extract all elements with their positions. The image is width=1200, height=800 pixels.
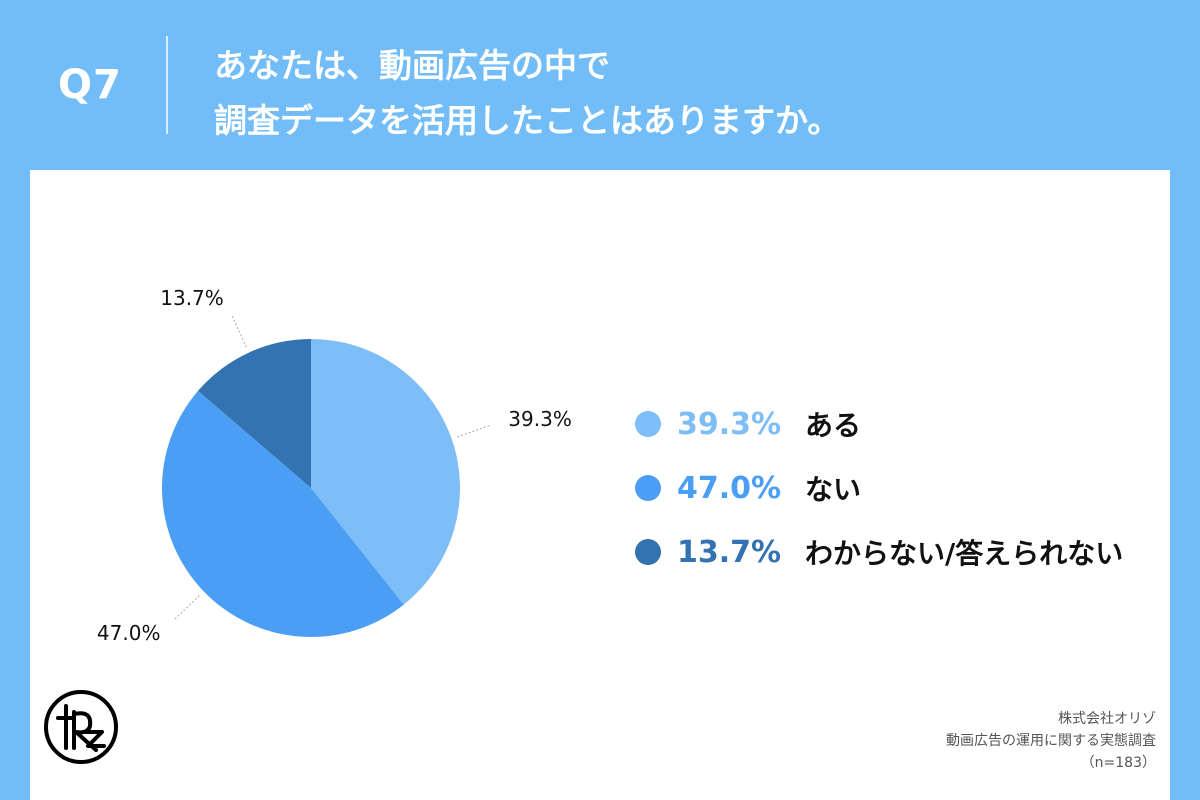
- legend-dot-aru: [635, 411, 661, 437]
- chart-panel: 39.3% 47.0% 13.7% 39.3% ある 47.0% ない 13.7% …: [30, 170, 1170, 800]
- leader-line-nai: [173, 595, 200, 621]
- question-line-1: あなたは、動画広告の中で: [214, 46, 610, 85]
- header-divider: [166, 36, 168, 134]
- legend-label-nai: ない: [805, 473, 862, 506]
- header: Q7 あなたは、動画広告の中で 調査データを活用したことはありますか。: [0, 0, 1200, 170]
- leader-line-aru: [457, 424, 492, 438]
- data-label-nai: 47.0%: [97, 621, 161, 645]
- legend-dot-wakaranai: [635, 539, 661, 565]
- legend-label-aru: ある: [805, 409, 862, 442]
- legend: 39.3% ある 47.0% ない 13.7% わからない/答えられない: [635, 392, 1123, 584]
- pie-slice-wakaranai: [198, 339, 311, 488]
- legend-item-nai: 47.0% ない: [635, 456, 1123, 520]
- leader-line-wakaranai: [230, 314, 247, 348]
- source-sample-size: （n=183）: [1080, 755, 1156, 771]
- legend-label-wakaranai: わからない/答えられない: [805, 537, 1124, 570]
- legend-percent-wakaranai: 13.7%: [677, 534, 782, 570]
- source-company: 株式会社オリゾ: [1058, 711, 1156, 727]
- legend-item-aru: 39.3% ある: [635, 392, 1123, 456]
- question-text: あなたは、動画広告の中で 調査データを活用したことはありますか。: [214, 38, 840, 148]
- legend-percent-nai: 47.0%: [677, 470, 782, 506]
- source-survey: 動画広告の運用に関する実態調査: [946, 733, 1156, 749]
- legend-percent-aru: 39.3%: [677, 406, 782, 442]
- legend-item-wakaranai: 13.7% わからない/答えられない: [635, 520, 1123, 584]
- orizo-logo-icon: [42, 688, 120, 770]
- data-label-wakaranai: 13.7%: [160, 286, 224, 310]
- legend-dot-nai: [635, 475, 661, 501]
- pie-slice-nai: [161, 390, 404, 637]
- source-note: 株式会社オリゾ 動画広告の運用に関する実態調査 （n=183）: [946, 708, 1156, 774]
- pie-slice-aru: [311, 339, 460, 605]
- pie-chart: 39.3% 47.0% 13.7%: [97, 286, 572, 645]
- question-line-2: 調査データを活用したことはありますか。: [214, 101, 841, 140]
- data-label-aru: 39.3%: [508, 407, 572, 431]
- question-number: Q7: [58, 62, 122, 108]
